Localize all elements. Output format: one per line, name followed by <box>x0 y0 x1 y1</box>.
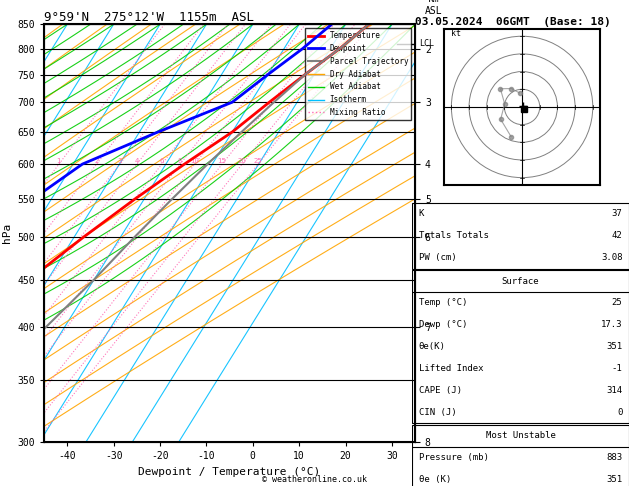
Y-axis label: hPa: hPa <box>2 223 12 243</box>
Text: 351: 351 <box>606 342 623 351</box>
Text: LCL: LCL <box>419 39 434 48</box>
Text: 4: 4 <box>135 158 139 164</box>
Bar <box>412 270 629 423</box>
Text: 314: 314 <box>606 386 623 395</box>
Text: 0: 0 <box>617 408 623 417</box>
Text: CAPE (J): CAPE (J) <box>418 386 462 395</box>
Text: 15: 15 <box>218 158 226 164</box>
Text: 25: 25 <box>612 298 623 308</box>
Text: 03.05.2024  06GMT  (Base: 18): 03.05.2024 06GMT (Base: 18) <box>415 17 611 27</box>
Text: Pressure (mb): Pressure (mb) <box>418 453 488 462</box>
Text: PW (cm): PW (cm) <box>418 253 456 262</box>
X-axis label: Dewpoint / Temperature (°C): Dewpoint / Temperature (°C) <box>138 467 321 477</box>
Text: 2: 2 <box>94 158 99 164</box>
Text: Lifted Index: Lifted Index <box>418 364 483 373</box>
Text: θe (K): θe (K) <box>418 475 451 484</box>
Text: 25: 25 <box>253 158 262 164</box>
Text: © weatheronline.co.uk: © weatheronline.co.uk <box>262 474 367 484</box>
Text: -1: -1 <box>612 364 623 373</box>
Text: km
ASL: km ASL <box>425 0 443 16</box>
Text: 3: 3 <box>118 158 122 164</box>
Text: Dewp (°C): Dewp (°C) <box>418 320 467 330</box>
Text: Surface: Surface <box>502 277 539 286</box>
Text: 1: 1 <box>57 158 61 164</box>
Text: 17.3: 17.3 <box>601 320 623 330</box>
Text: 42: 42 <box>612 231 623 241</box>
Text: 37: 37 <box>612 209 623 219</box>
Text: Most Unstable: Most Unstable <box>486 431 555 440</box>
Text: 351: 351 <box>606 475 623 484</box>
Text: 883: 883 <box>606 453 623 462</box>
Text: 8: 8 <box>178 158 182 164</box>
Text: CIN (J): CIN (J) <box>418 408 456 417</box>
Text: 3.08: 3.08 <box>601 253 623 262</box>
Text: 10: 10 <box>190 158 199 164</box>
Text: K: K <box>418 209 424 219</box>
Text: Totals Totals: Totals Totals <box>418 231 488 241</box>
Bar <box>412 203 629 269</box>
Text: 6: 6 <box>160 158 164 164</box>
Bar <box>412 425 629 486</box>
Text: kt: kt <box>452 29 462 38</box>
Text: 20: 20 <box>238 158 247 164</box>
Legend: Temperature, Dewpoint, Parcel Trajectory, Dry Adiabat, Wet Adiabat, Isotherm, Mi: Temperature, Dewpoint, Parcel Trajectory… <box>305 28 411 120</box>
Text: 9°59'N  275°12'W  1155m  ASL: 9°59'N 275°12'W 1155m ASL <box>44 11 254 24</box>
Text: Temp (°C): Temp (°C) <box>418 298 467 308</box>
Text: θe(K): θe(K) <box>418 342 445 351</box>
